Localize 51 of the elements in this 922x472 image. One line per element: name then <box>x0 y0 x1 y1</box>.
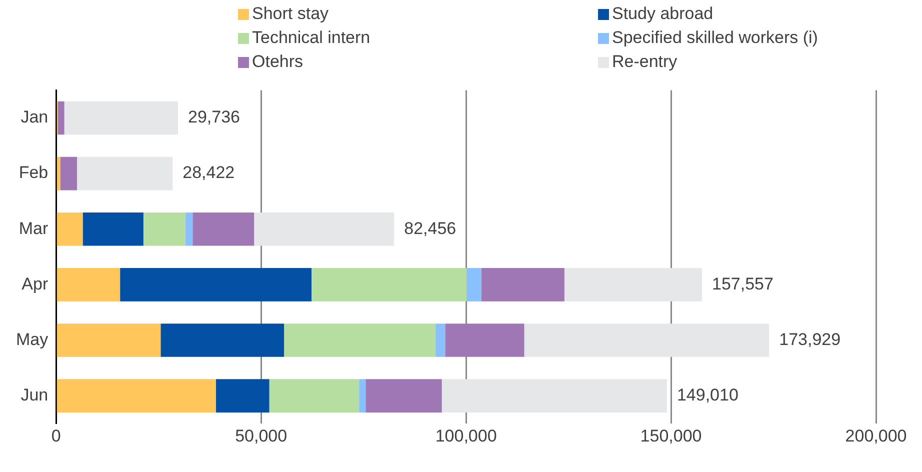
bar <box>254 212 394 246</box>
y-tick-label: May <box>16 330 49 349</box>
y-tick-label: Feb <box>18 163 48 182</box>
legend-label: Specified skilled workers (i) <box>612 28 818 48</box>
bar <box>60 156 78 190</box>
legend-label: Study abroad <box>612 4 714 24</box>
x-tick-label: 0 <box>51 426 61 446</box>
legend-label: Short stay <box>252 4 329 24</box>
legend-label: Technical intern <box>252 28 370 48</box>
bar <box>56 212 83 246</box>
bar <box>435 324 446 357</box>
x-tick-label: 50,000 <box>235 426 288 446</box>
total-label: 173,929 <box>779 330 841 349</box>
total-label: 28,422 <box>182 163 235 182</box>
bar <box>185 212 193 246</box>
bar <box>120 268 312 302</box>
y-tick-label: Mar <box>18 218 48 238</box>
x-tick-label: 100,000 <box>435 426 497 446</box>
bar <box>58 101 64 135</box>
bar <box>442 379 667 412</box>
bar <box>216 379 270 412</box>
bar <box>481 268 564 302</box>
legend-label: Otehrs <box>252 52 304 72</box>
bar <box>466 268 482 302</box>
bar <box>192 212 254 246</box>
bar <box>56 324 161 357</box>
bar <box>56 268 120 302</box>
bar <box>269 379 360 412</box>
total-label: 157,557 <box>712 274 774 294</box>
y-tick-label: Apr <box>22 274 48 294</box>
bar <box>77 156 173 190</box>
bar <box>445 324 524 357</box>
total-label: 82,456 <box>404 218 456 238</box>
bar <box>284 324 436 357</box>
bar <box>359 379 366 412</box>
legend-label: Re-entry <box>612 52 678 72</box>
bar <box>524 324 770 357</box>
y-tick-label: Jun <box>20 386 48 405</box>
y-tick-label: Jan <box>20 108 48 127</box>
bar <box>160 324 284 357</box>
bar <box>64 101 178 135</box>
bar <box>82 212 144 246</box>
total-label: 29,736 <box>188 108 240 127</box>
bar <box>564 268 702 302</box>
bar <box>143 212 186 246</box>
x-tick-label: 200,000 <box>845 426 907 446</box>
bar <box>366 379 442 412</box>
x-tick-label: 150,000 <box>640 426 702 446</box>
bar <box>56 379 216 412</box>
total-label: 149,010 <box>676 386 738 405</box>
bar <box>312 268 467 302</box>
